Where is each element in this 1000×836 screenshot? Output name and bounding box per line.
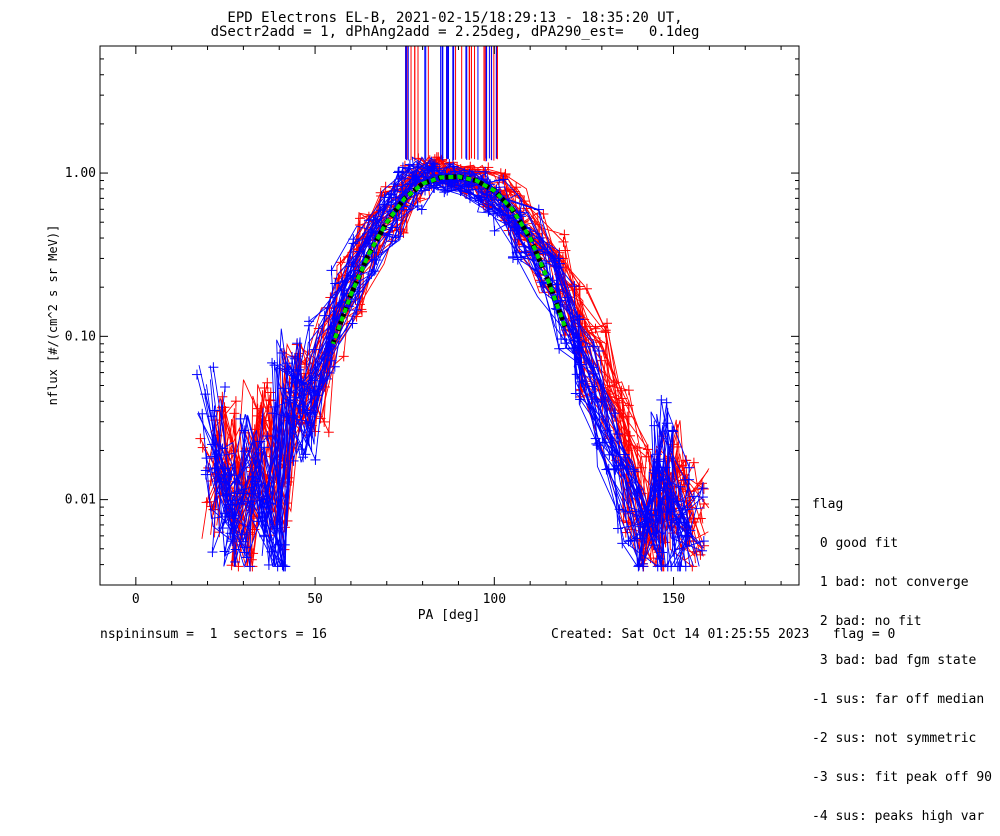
fit-curves: [330, 174, 569, 345]
model-fit-curve: [331, 174, 568, 345]
legend-entry: 0 good fit: [812, 536, 899, 551]
trace-line: [213, 160, 683, 568]
chart-title-line2: dSectr2add = 1, dPhAng2add = 2.25deg, dP…: [210, 24, 700, 40]
footer-left-info: nspininsum = 1 sectors = 16: [100, 627, 327, 642]
x-tick-label: 50: [307, 592, 323, 607]
x-axis-label: PA [deg]: [418, 608, 481, 623]
y-axis-label: nflux [#/(cm^2 s sr MeV)]: [46, 225, 60, 406]
legend-entry: 3 bad: bad fgm state: [812, 653, 977, 668]
legend-entry: 2 bad: no fit: [812, 614, 922, 629]
chart-title-line1: EPD Electrons EL-B, 2021-02-15/18:29:13 …: [227, 10, 683, 26]
legend-entry: -4 sus: peaks high var: [812, 809, 985, 824]
legend-entry: -3 sus: fit peak off 90: [812, 770, 993, 785]
legend-entry: -2 sus: not symmetric: [812, 731, 977, 746]
legend-entry: 1 bad: not converge: [812, 575, 969, 590]
axis-ticks: 0 50 100 150 0.01 0.10 1.00: [65, 45, 799, 607]
y-tick-label: 1.00: [65, 166, 96, 181]
y-tick-label: 0.01: [65, 493, 96, 508]
chart-svg: 0 50 100 150 0.01 0.10 1.00 PA [deg] nflux [#/…: [46, 45, 800, 623]
legend-title: flag: [812, 497, 844, 512]
trace-blue: [205, 158, 692, 568]
flag-legend: flag 0 good fit 1 bad: not converge 2 ba…: [812, 472, 992, 836]
trace-line: [197, 174, 689, 567]
flux-traces: [191, 46, 710, 572]
trace-line: [205, 163, 692, 568]
x-tick-label: 100: [483, 592, 506, 607]
trace-line: [209, 174, 690, 567]
plot-frame: [99, 45, 800, 586]
x-tick-label: 0: [132, 592, 140, 607]
x-tick-label: 150: [662, 592, 685, 607]
trace-red: [215, 166, 709, 543]
y-tick-label: 0.10: [65, 329, 96, 344]
footer-created-info: Created: Sat Oct 14 01:25:55 2023 flag =…: [551, 627, 896, 642]
legend-entry: -1 sus: far off median: [812, 692, 985, 707]
